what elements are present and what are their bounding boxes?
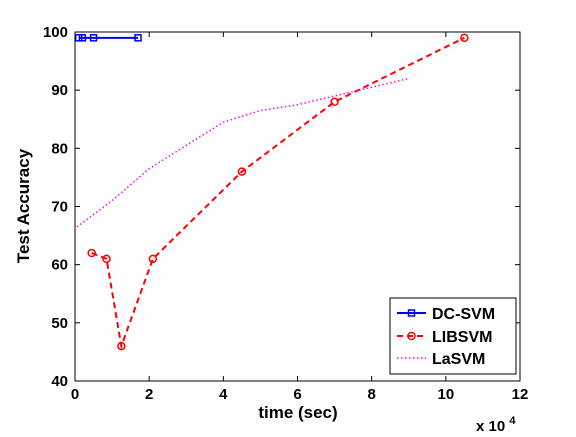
x-axis-label: time (sec) — [258, 403, 337, 422]
y-tick-label: 90 — [51, 82, 68, 99]
y-tick-label: 100 — [43, 24, 68, 41]
series-libsvm — [87, 33, 469, 351]
y-tick-label: 60 — [51, 257, 68, 274]
data-point-dc-svm — [89, 34, 98, 42]
series-lasvm — [76, 77, 409, 228]
x-axis-multiplier: x 10 4 — [476, 415, 516, 432]
legend-label-dc-svm: DC-SVM — [432, 306, 495, 323]
legend-marker-libsvm — [407, 331, 416, 341]
series-line-lasvm — [76, 77, 409, 228]
data-point-dc-svm — [134, 34, 142, 42]
x-tick-label: 6 — [293, 386, 301, 403]
data-point-dc-svm — [78, 34, 87, 42]
series-dc-svm — [74, 34, 142, 42]
data-point-libsvm — [87, 248, 96, 258]
ticks-layer: 0 2 4 6 8 10 12 40 50 60 70 80 90 100 — [43, 24, 528, 403]
series-line-libsvm — [91, 36, 465, 351]
legend-label-libsvm: LIBSVM — [432, 329, 492, 346]
data-point-libsvm — [330, 97, 339, 107]
y-tick-label: 70 — [51, 199, 68, 216]
x-tick-label: 2 — [145, 386, 153, 403]
data-point-libsvm — [148, 254, 158, 264]
series-layer — [74, 33, 469, 351]
data-point-libsvm — [102, 254, 111, 264]
x-axis-multiplier-base: x 10 — [476, 418, 505, 432]
x-tick-label: 10 — [437, 386, 454, 403]
x-tick-label: 8 — [367, 386, 375, 403]
data-point-libsvm — [117, 341, 126, 351]
legend: DC-SVM LIBSVM LaSVM — [389, 297, 517, 375]
y-axis-label: Test Accuracy — [14, 148, 33, 263]
y-tick-label: 40 — [51, 373, 68, 390]
x-tick-label: 12 — [512, 386, 529, 403]
legend-marker-dc-svm — [407, 309, 416, 317]
x-tick-label: 0 — [71, 386, 79, 403]
data-point-libsvm — [460, 33, 469, 43]
y-tick-label: 50 — [51, 315, 68, 332]
y-tick-label: 80 — [51, 140, 68, 157]
x-axis-multiplier-exponent: 4 — [509, 415, 516, 427]
data-point-libsvm — [237, 167, 247, 176]
legend-label-lasvm: LaSVM — [432, 351, 485, 368]
x-tick-label: 4 — [219, 386, 228, 403]
